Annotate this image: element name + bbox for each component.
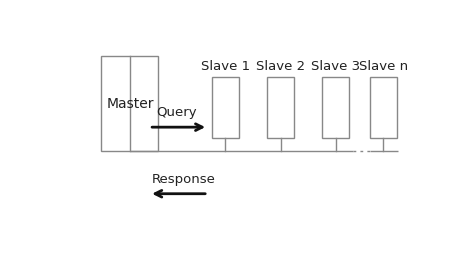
- Text: Slave 1: Slave 1: [201, 60, 250, 73]
- Text: Slave n: Slave n: [359, 60, 408, 73]
- Bar: [101, 56, 158, 151]
- Text: Master: Master: [106, 97, 154, 111]
- Text: Slave 2: Slave 2: [256, 60, 305, 73]
- Bar: [267, 77, 294, 138]
- Bar: [322, 77, 349, 138]
- Text: Response: Response: [152, 173, 216, 186]
- Bar: [370, 77, 397, 138]
- Text: Slave 3: Slave 3: [311, 60, 360, 73]
- Bar: [212, 77, 239, 138]
- Text: Query: Query: [156, 106, 197, 119]
